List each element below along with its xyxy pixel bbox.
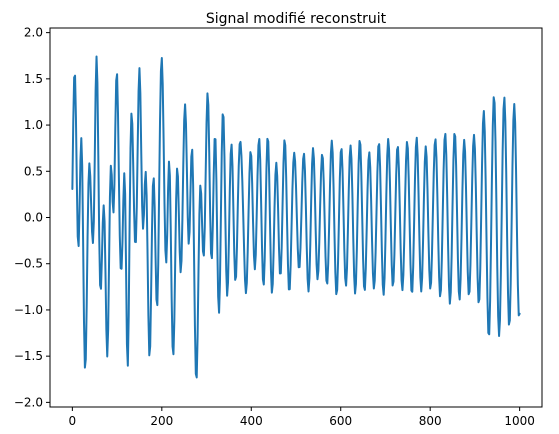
plot-area: [71, 55, 521, 379]
x-tick-label: 600: [329, 414, 352, 428]
y-tick-label: −1.0: [14, 303, 43, 317]
y-tick-label: −2.0: [14, 395, 43, 409]
y-tick-label: −0.5: [14, 257, 43, 271]
chart-title: Signal modifié reconstruit: [206, 11, 387, 27]
x-tick-label: 200: [150, 414, 173, 428]
y-axis: −2.0 −1.5 −1.0 −0.5 0.0 0.5 1.0 1.5 2.0: [14, 26, 50, 409]
y-tick-label: 1.0: [24, 118, 43, 132]
x-tick-label: 1000: [504, 414, 535, 428]
axes-frame: [49, 27, 543, 408]
y-tick-label: 0.5: [24, 164, 43, 178]
y-tick-label: −1.5: [14, 349, 43, 363]
x-axis: 0 200 400 600 800 1000: [69, 407, 535, 428]
x-tick-label: 0: [69, 414, 77, 428]
x-tick-label: 800: [419, 414, 442, 428]
y-tick-label: 0.0: [24, 211, 43, 225]
y-tick-label: 2.0: [24, 26, 43, 40]
y-tick-label: 1.5: [24, 72, 43, 86]
series-line: [71, 55, 521, 379]
x-tick-label: 400: [240, 414, 263, 428]
